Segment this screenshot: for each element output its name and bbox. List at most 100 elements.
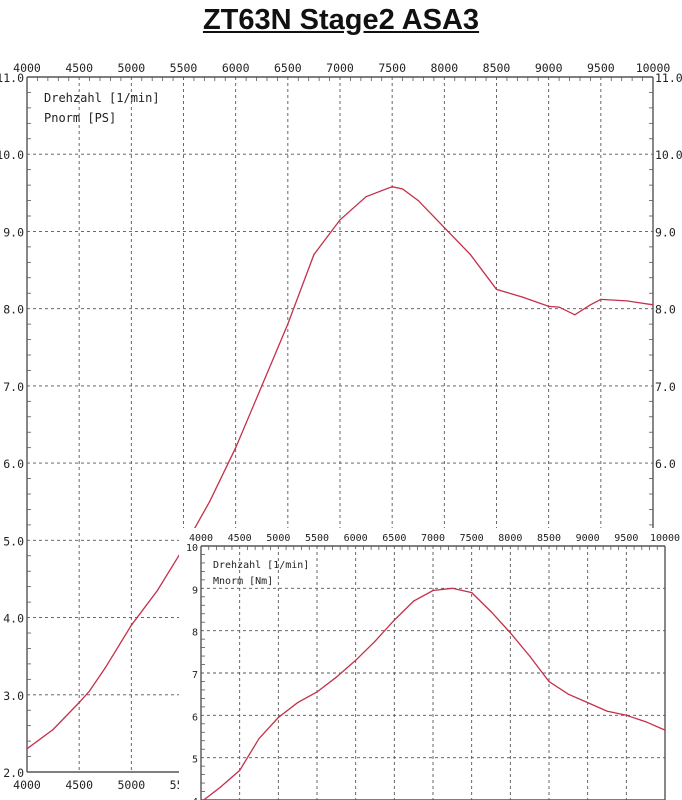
x-tick-label: 6000 [222, 61, 250, 75]
data-point [625, 714, 627, 716]
data-point [393, 619, 395, 621]
y-tick-label: 4 [192, 797, 198, 800]
data-point [521, 296, 524, 298]
x-tick-label: 4000 [13, 778, 41, 792]
x-tick-label: 8000 [430, 61, 458, 75]
data-point [413, 600, 415, 602]
data-point [258, 738, 260, 740]
y-tick-label: 9.0 [3, 225, 24, 239]
data-point [261, 385, 263, 387]
y-tick-label-right: 11.0 [655, 71, 682, 85]
x-tick-label: 7000 [421, 533, 445, 544]
x-tick-label: 6500 [274, 61, 302, 75]
data-point [235, 447, 237, 449]
y-tick-label: 4.0 [3, 612, 24, 626]
x-tick-label: 9500 [587, 61, 615, 75]
page-title: ZT63N Stage2 ASA3 [202, 4, 480, 36]
data-point [130, 624, 132, 626]
x-tick-label: 10000 [636, 61, 671, 75]
data-point [339, 219, 341, 221]
y-tick-label: 9 [192, 585, 198, 596]
x-tick-label: 5000 [266, 533, 290, 544]
data-point [239, 769, 241, 771]
y-tick-label-right: 7.0 [655, 380, 676, 394]
data-point [471, 591, 473, 594]
data-point [89, 690, 91, 692]
data-point [574, 314, 576, 316]
chart-background [179, 528, 682, 800]
data-point [402, 188, 404, 190]
data-point [509, 632, 511, 634]
y-tick-label-right: 6.0 [655, 457, 676, 471]
data-point [104, 667, 106, 669]
x-tick-label: 9000 [535, 61, 563, 75]
x-tick-label: 7500 [378, 61, 406, 75]
chart-torque: 4000 4500 5000 5500 6000 6500 7000 7500 8000 8500… [179, 528, 682, 800]
y-tick-label-right: 10.0 [655, 148, 682, 162]
data-point [529, 655, 531, 657]
x-tick-label: 9000 [576, 533, 600, 544]
data-point [26, 748, 28, 750]
x-tick-label: 4500 [65, 61, 93, 75]
data-point [587, 702, 589, 704]
y-tick-label: 10.0 [0, 148, 24, 162]
data-point [335, 676, 337, 678]
x-tick-label: 8500 [483, 61, 511, 75]
data-point [277, 716, 279, 719]
data-point [645, 721, 647, 723]
x-tick-label: 5000 [117, 778, 145, 792]
x-tick-label: 4500 [228, 533, 252, 544]
data-point [355, 659, 357, 661]
y-tick-label: 6 [192, 712, 198, 723]
x-tick-label: 8500 [537, 533, 561, 544]
data-point [365, 196, 367, 198]
y-tick-label: 10 [186, 543, 198, 554]
x-tick-label: 9500 [614, 533, 638, 544]
data-point [567, 693, 569, 695]
x-tick-label: 8000 [498, 533, 522, 544]
data-point [297, 702, 299, 704]
data-point [374, 640, 376, 642]
data-point [451, 587, 453, 589]
y-tick-label: 5 [192, 755, 198, 766]
data-point [626, 300, 628, 302]
y-tick-label: 6.0 [3, 457, 24, 471]
legend-entry: Mnorm [Nm] [213, 576, 273, 587]
x-tick-label: 6500 [382, 533, 406, 544]
y-tick-label: 2.0 [3, 766, 24, 780]
legend-entry: Drehzahl [1/min] [213, 560, 309, 571]
y-tick-label: 8.0 [3, 303, 24, 317]
x-tick-label: 7500 [460, 533, 484, 544]
y-tick-label: 7 [192, 670, 198, 681]
y-tick-label: 5.0 [3, 534, 24, 548]
data-point [652, 304, 654, 306]
data-point [417, 199, 419, 202]
data-point [313, 254, 315, 256]
x-tick-label: 4000 [13, 61, 41, 75]
data-point [219, 786, 221, 788]
data-point [606, 710, 608, 712]
y-tick-label: 8 [192, 628, 198, 639]
legend-entry: Drehzahl [1/min] [44, 91, 160, 105]
data-point [52, 728, 54, 731]
data-point [469, 254, 472, 256]
y-tick-label: 3.0 [3, 689, 24, 703]
data-point [156, 589, 159, 592]
data-point [432, 589, 434, 592]
y-tick-label: 7.0 [3, 380, 24, 394]
x-tick-label: 7000 [326, 61, 354, 75]
y-tick-label-right: 8.0 [655, 303, 676, 317]
data-point [495, 288, 498, 290]
x-tick-label: 4000 [189, 533, 213, 544]
legend-entry: Pnorm [PS] [44, 111, 116, 125]
x-tick-label: 5500 [305, 533, 329, 544]
data-point [558, 306, 560, 308]
data-point [548, 680, 550, 683]
x-tick-label: 6000 [344, 533, 368, 544]
data-point [548, 305, 550, 307]
x-tick-label: 5500 [170, 61, 198, 75]
data-point [589, 304, 592, 306]
x-tick-label: 10000 [650, 533, 680, 544]
x-tick-label: 5000 [117, 61, 145, 75]
